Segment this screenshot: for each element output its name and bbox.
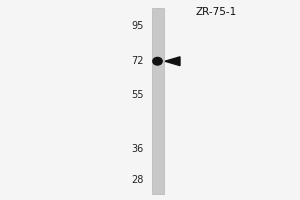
Text: ZR-75-1: ZR-75-1	[195, 7, 237, 17]
Bar	[152, 8, 164, 194]
Ellipse shape	[152, 57, 163, 66]
Text: 36: 36	[132, 144, 144, 154]
Text: 95: 95	[132, 21, 144, 31]
Text: 55: 55	[131, 90, 144, 100]
Text: 28: 28	[132, 175, 144, 185]
Polygon shape	[165, 57, 180, 66]
Text: 72: 72	[131, 56, 144, 66]
